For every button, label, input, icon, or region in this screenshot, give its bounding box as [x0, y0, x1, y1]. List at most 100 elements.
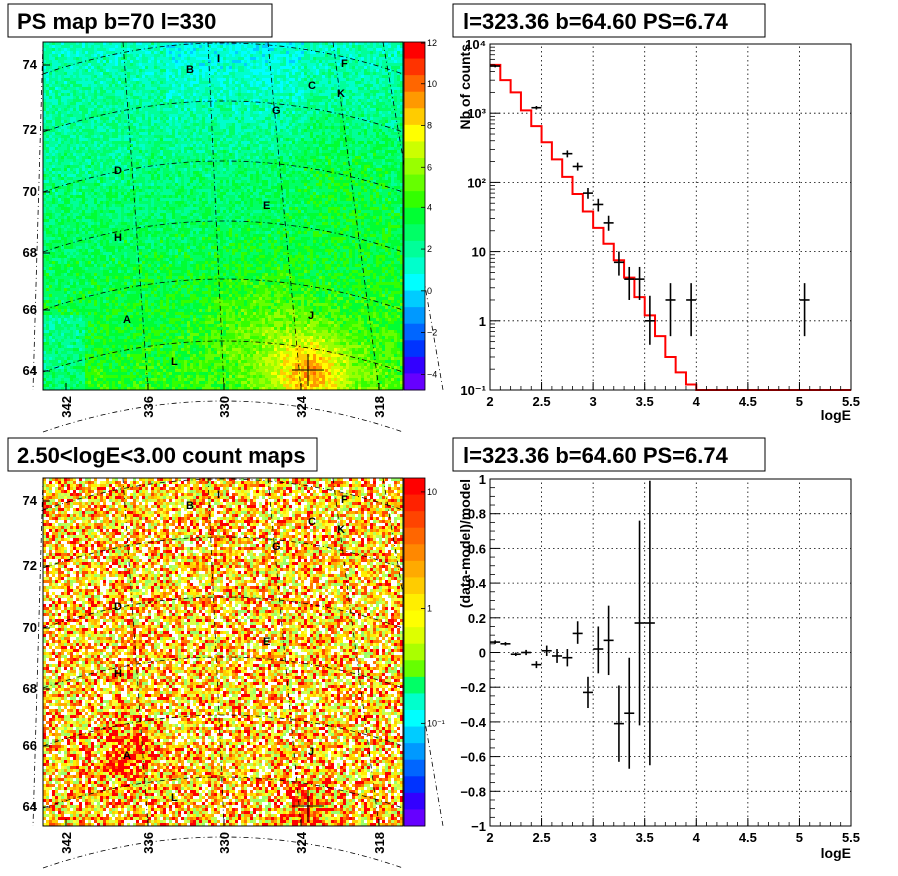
ps-map-cell: [151, 57, 154, 60]
ps-map-cell: [82, 135, 85, 138]
ps-map-cell: [190, 48, 193, 51]
ps-map-cell: [76, 72, 79, 75]
ps-map-cell: [265, 141, 268, 144]
ps-map-cell: [79, 54, 82, 57]
ps-map-cell: [274, 87, 277, 90]
ps-map-cell: [172, 150, 175, 153]
ps-map-cell: [289, 45, 292, 48]
ps-map-cell: [106, 141, 109, 144]
ps-map-cell: [67, 45, 70, 48]
ps-map-cell: [52, 93, 55, 96]
ps-map-cell: [163, 111, 166, 114]
ps-map-cell: [115, 60, 118, 63]
ps-map-cell: [115, 54, 118, 57]
ps-map-cell: [247, 123, 250, 126]
ps-map-cell: [151, 123, 154, 126]
ps-map-cell: [364, 81, 367, 84]
ps-map-cell: [121, 51, 124, 54]
ps-map-cell: [313, 81, 316, 84]
ps-map-cell: [265, 162, 268, 165]
ps-map-cell: [286, 48, 289, 51]
ps-map-cell: [301, 162, 304, 165]
ps-map-cell: [325, 126, 328, 129]
ps-map-cell: [232, 72, 235, 75]
ps-map-cell: [211, 69, 214, 72]
ps-map-cell: [223, 42, 226, 45]
ps-map-cell: [238, 123, 241, 126]
ps-map-cell: [88, 99, 91, 102]
ps-map-cell: [64, 42, 67, 45]
ps-map-cell: [313, 111, 316, 114]
ps-map-cell: [319, 135, 322, 138]
ps-map-cell: [130, 135, 133, 138]
ps-map-cell: [184, 135, 187, 138]
ps-map-cell: [328, 60, 331, 63]
ps-map-cell: [58, 120, 61, 123]
ps-map-cell: [172, 117, 175, 120]
ps-map-cell: [394, 138, 397, 141]
ps-map-cell: [238, 129, 241, 132]
ps-map-cell: [121, 66, 124, 69]
ps-map-cell: [391, 87, 394, 90]
ps-map-cell: [157, 93, 160, 96]
ps-map-cell: [82, 102, 85, 105]
ps-map-cell: [235, 66, 238, 69]
ps-map-cell: [196, 126, 199, 129]
ps-map-cell: [61, 129, 64, 132]
ps-map-cell: [172, 60, 175, 63]
ps-map-cell: [52, 45, 55, 48]
ps-map-cell: [52, 141, 55, 144]
ps-map-cell: [256, 123, 259, 126]
ps-map-cell: [352, 48, 355, 51]
ps-map-cell: [244, 93, 247, 96]
ps-map-cell: [229, 84, 232, 87]
ps-map-cell: [373, 159, 376, 162]
ps-map-cell: [265, 66, 268, 69]
ps-map-cell: [277, 51, 280, 54]
ps-map-cell: [388, 129, 391, 132]
ps-map-cell: [73, 90, 76, 93]
ps-map-cell: [94, 96, 97, 99]
ps-map-cell: [376, 72, 379, 75]
ps-map-cell: [82, 45, 85, 48]
ps-map-cell: [127, 93, 130, 96]
ps-map-cell: [364, 54, 367, 57]
ps-map-cell: [142, 147, 145, 150]
ps-map-cell: [58, 132, 61, 135]
ps-map-cell: [226, 54, 229, 57]
ps-map-cell: [319, 126, 322, 129]
ps-map-cell: [109, 108, 112, 111]
ps-map-cell: [310, 141, 313, 144]
ps-map-cell: [139, 72, 142, 75]
ps-map-cell: [247, 153, 250, 156]
ps-map-cell: [289, 69, 292, 72]
ps-map-cell: [139, 144, 142, 147]
ps-map-cell: [364, 57, 367, 60]
ps-map-cell: [313, 42, 316, 45]
ps-map-cell: [154, 66, 157, 69]
ps-map-cell: [160, 159, 163, 162]
ps-map-cell: [253, 120, 256, 123]
ps-map-cell: [193, 114, 196, 117]
ps-map-cell: [319, 156, 322, 159]
ps-map-cell: [160, 48, 163, 51]
ps-map-cell: [145, 105, 148, 108]
ps-map-cell: [271, 69, 274, 72]
ps-map-cell: [118, 135, 121, 138]
ps-map-cell: [286, 147, 289, 150]
ps-map-cell: [208, 51, 211, 54]
ps-map-cell: [88, 108, 91, 111]
ps-map-cell: [367, 114, 370, 117]
ps-map-cell: [115, 81, 118, 84]
ps-map-cell: [196, 87, 199, 90]
ps-map-cell: [196, 156, 199, 159]
ps-map-cell: [262, 93, 265, 96]
ps-map-cell: [55, 57, 58, 60]
ps-map-cell: [268, 108, 271, 111]
ps-map-cell: [193, 129, 196, 132]
ps-map-cell: [346, 51, 349, 54]
ps-map-cell: [274, 84, 277, 87]
ps-map-cell: [385, 129, 388, 132]
ps-map-cell: [184, 72, 187, 75]
ps-map-cell: [46, 75, 49, 78]
